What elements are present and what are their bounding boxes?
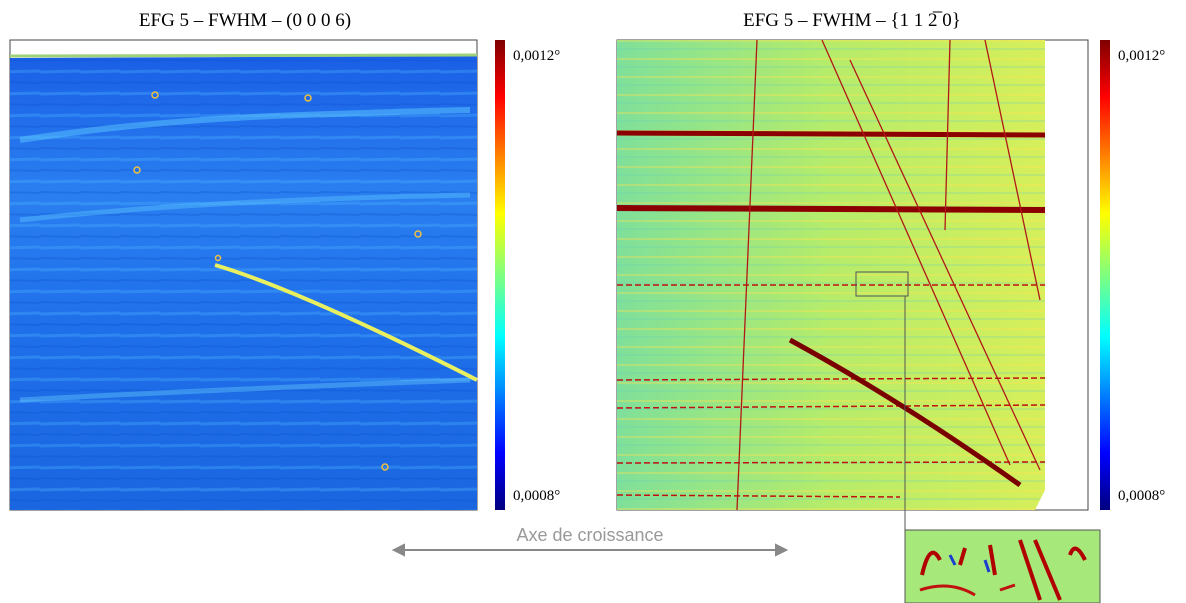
axis-label: Axe de croissance	[516, 525, 663, 545]
double-arrow	[391, 543, 789, 557]
heatmap-right	[616, 39, 1089, 511]
colorbar	[495, 40, 505, 510]
heatmap-left	[9, 39, 478, 511]
panel-title: EFG 5 – FWHM – (0 0 0 6)	[139, 10, 351, 31]
colorbar-min: 0,0008°	[513, 488, 560, 504]
colorbar-max: 0,0012°	[513, 48, 560, 64]
panel-title: EFG 5 – FWHM – {1 1 2̅ 0}	[743, 10, 961, 31]
colorbar-min: 0,0008°	[1118, 488, 1165, 504]
colorbar	[1100, 40, 1110, 510]
colorbar-max: 0,0012°	[1118, 48, 1165, 64]
zoom-inset	[904, 529, 1101, 603]
